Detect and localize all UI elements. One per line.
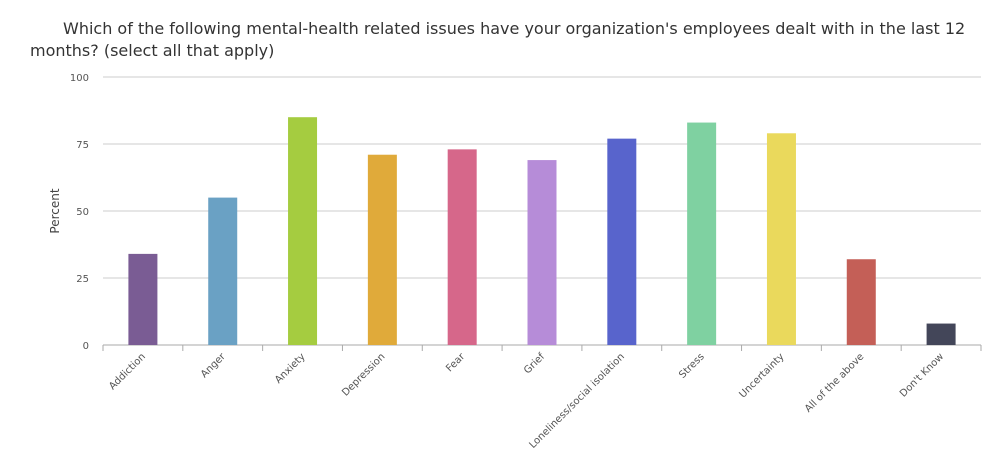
x-tick-label: All of the above	[803, 351, 866, 414]
y-tick-label: 100	[70, 73, 89, 84]
bar-addiction[interactable]	[128, 253, 158, 345]
bar-don-t-know[interactable]	[926, 323, 956, 345]
bar-depression[interactable]	[367, 154, 397, 345]
chart-title: Which of the following mental-health rel…	[30, 19, 966, 60]
y-tick-label: 50	[76, 207, 89, 218]
y-tick-label: 0	[83, 341, 89, 352]
bar-grief[interactable]	[527, 160, 557, 345]
bar-all-of-the-above[interactable]	[846, 259, 876, 345]
y-tick-label: 25	[76, 274, 89, 285]
bar-uncertainty[interactable]	[766, 133, 796, 345]
x-tick-label: Addiction	[107, 351, 148, 392]
x-tick-label: Stress	[677, 351, 707, 381]
x-tick-label: Loneliness/social isolation	[527, 351, 626, 450]
x-axis-labels: Addiction Anger Anxiety Depression Fear Grief…	[107, 351, 946, 451]
x-tick-label: Depression	[340, 351, 387, 398]
x-tick-label: Uncertainty	[737, 351, 786, 400]
y-axis-title: Percent	[48, 188, 62, 233]
bar-loneliness-social-isolation[interactable]	[607, 138, 637, 345]
bar-anger[interactable]	[208, 197, 238, 345]
x-axis-ticks	[102, 345, 982, 351]
bars	[128, 117, 956, 345]
x-tick-label: Grief	[522, 351, 547, 376]
x-tick-label: Don't Know	[898, 351, 946, 399]
bar-anxiety[interactable]	[288, 117, 318, 345]
y-axis-ticks: 0 25 50 75 100	[70, 73, 89, 352]
y-tick-label: 75	[76, 140, 89, 151]
bar-fear[interactable]	[447, 149, 477, 345]
x-tick-label: Anxiety	[273, 351, 308, 386]
bar-stress[interactable]	[687, 122, 717, 345]
x-tick-label: Fear	[444, 351, 468, 375]
x-tick-label: Anger	[199, 351, 228, 380]
